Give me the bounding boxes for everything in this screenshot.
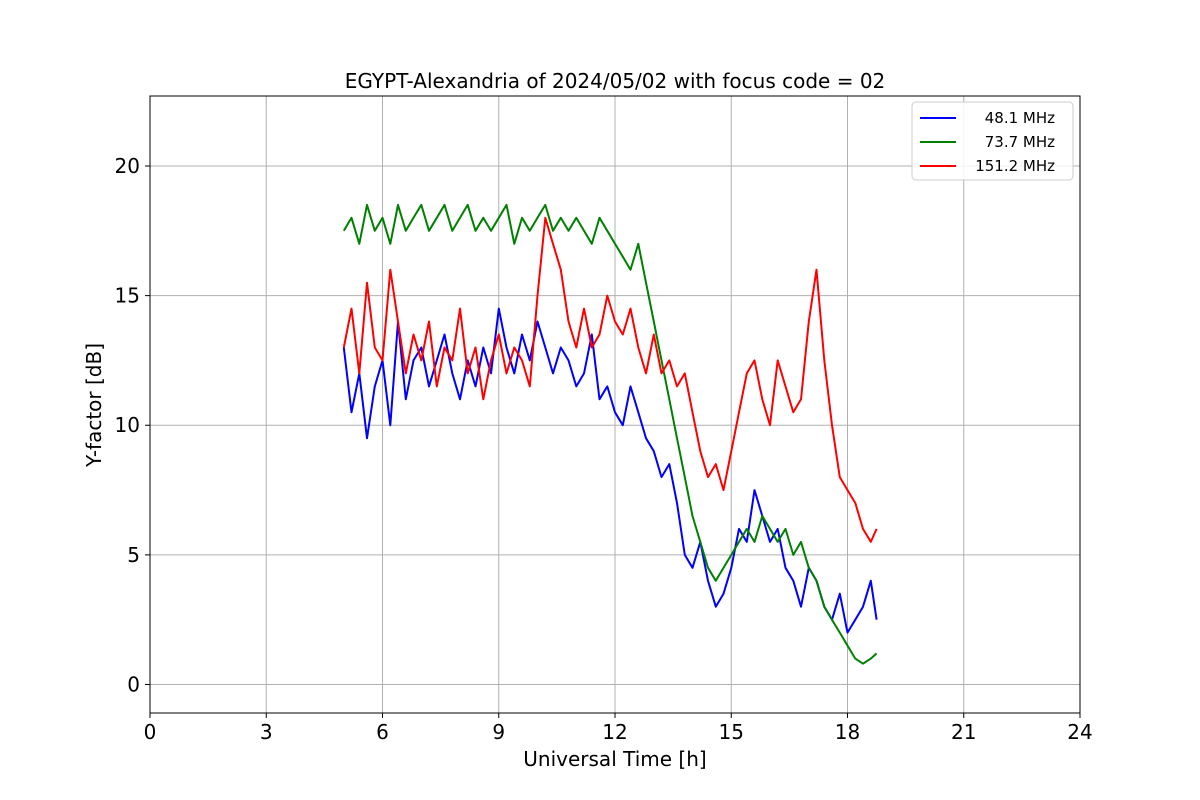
x-tick-label: 9: [492, 720, 505, 744]
x-tick-label: 0: [144, 720, 157, 744]
series-line-3: [342, 216, 878, 543]
x-tick-label: 6: [376, 720, 389, 744]
x-tick-label: 12: [602, 720, 627, 744]
x-axis-label: Universal Time [h]: [523, 747, 706, 771]
series-line-1: [342, 307, 878, 634]
legend-label: 48.1 MHz: [985, 109, 1055, 127]
x-ticks: 0 3 6 9 12 15 18 21 24: [144, 713, 1093, 744]
chart-title: EGYPT-Alexandria of 2024/05/02 with focu…: [345, 69, 886, 93]
y-tick-label: 20: [115, 154, 140, 178]
legend-label: 151.2 MHz: [975, 157, 1055, 175]
legend: 48.1 MHz 73.7 MHz 151.2 MHz: [911, 101, 1074, 181]
y-ticks: 0 5 10 15 20: [115, 154, 150, 696]
legend-box: [911, 101, 1074, 181]
y-axis-label: Y-factor [dB]: [82, 343, 106, 468]
y-tick-label: 15: [115, 284, 140, 308]
x-tick-label: 3: [260, 720, 273, 744]
y-tick-label: 10: [115, 413, 140, 437]
x-tick-label: 18: [835, 720, 860, 744]
x-tick-label: 21: [951, 720, 976, 744]
y-tick-label: 5: [127, 543, 140, 567]
legend-label: 73.7 MHz: [985, 133, 1055, 151]
series-line-2: [342, 203, 878, 665]
x-tick-label: 24: [1067, 720, 1092, 744]
series-group: [342, 203, 878, 665]
x-tick-label: 15: [719, 720, 744, 744]
y-tick-label: 0: [127, 672, 140, 696]
